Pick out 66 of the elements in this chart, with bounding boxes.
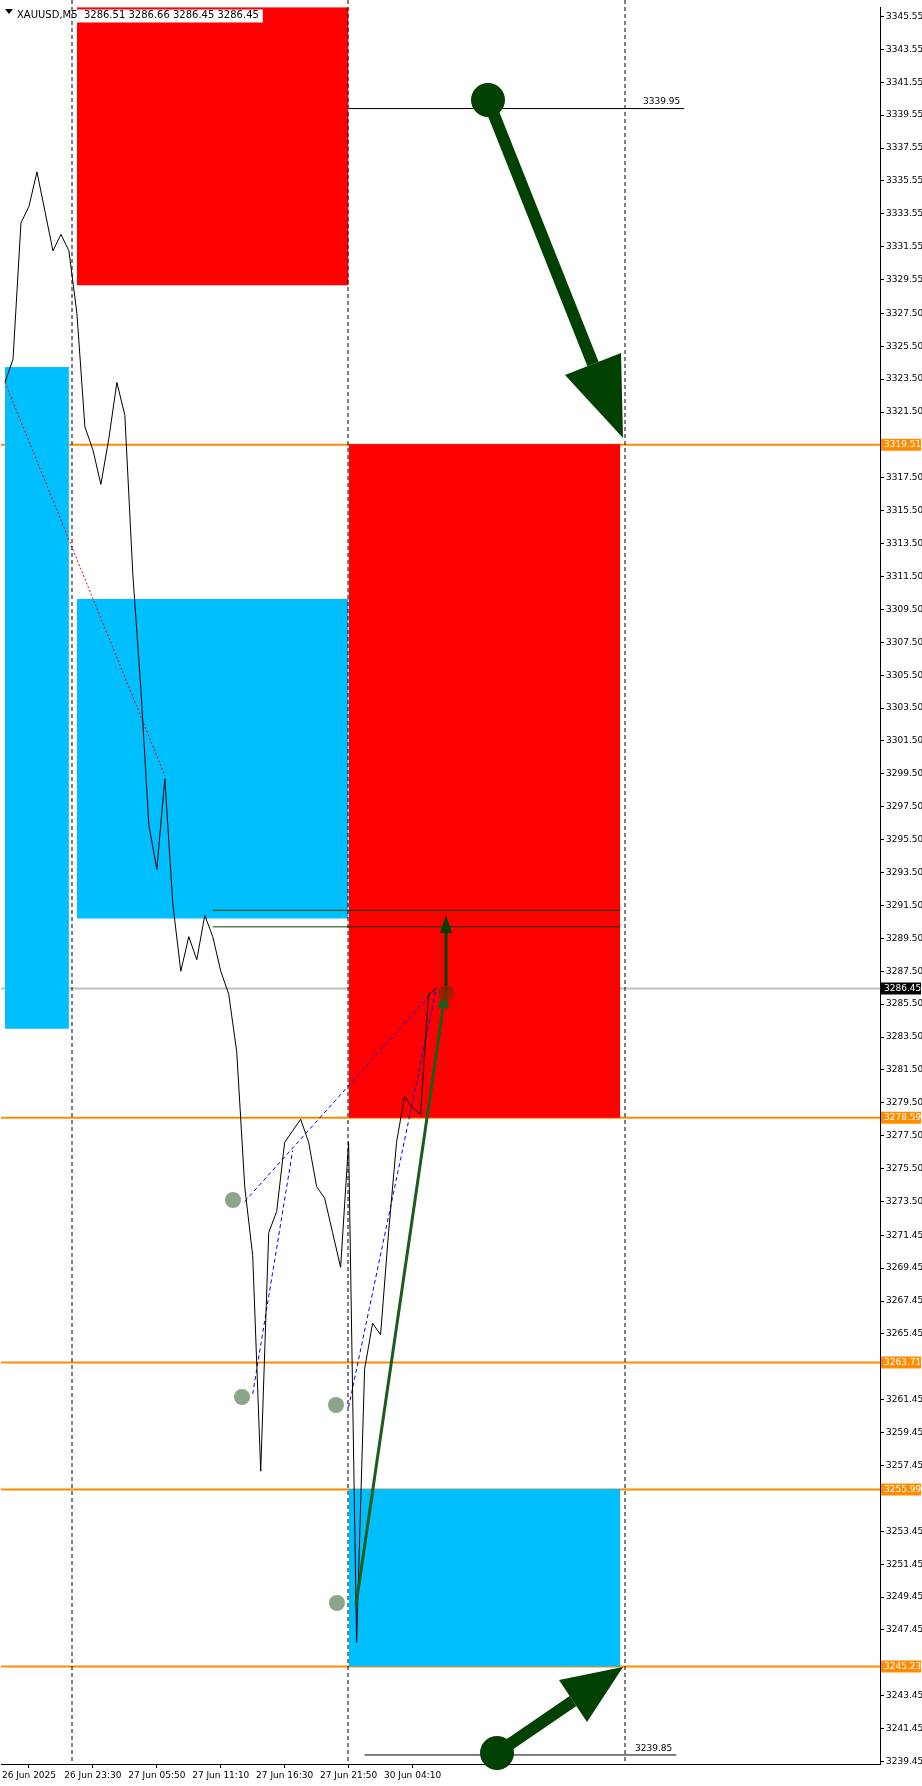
x-tick-label: 26 Jun 23:30: [64, 1769, 122, 1780]
y-tick-label: 3309.50: [886, 603, 922, 614]
x-tick-label: 27 Jun 05:50: [128, 1769, 186, 1780]
y-tick-label: 3329.55: [886, 273, 922, 284]
y-tick-label: 3259.45: [886, 1426, 922, 1437]
y-tick-label: 3271.45: [886, 1229, 922, 1240]
y-tick-label: 3273.50: [886, 1195, 922, 1206]
y-tick-label: 3291.50: [886, 899, 922, 910]
chart-title: XAUUSD,M5 3286.51 3286.66 3286.45 3286.45: [17, 8, 259, 20]
y-tick-label: 3267.45: [886, 1295, 922, 1306]
y-tick-label: 3253.45: [886, 1525, 922, 1536]
y-tick-label: 3239.45: [886, 1755, 922, 1766]
y-tick-label: 3325.50: [886, 340, 922, 351]
y-tick-label: 3261.45: [886, 1394, 922, 1405]
y-tick-label: 3297.50: [886, 801, 922, 812]
y-tick-label: 3341.55: [886, 76, 922, 87]
y-tick-label: 3283.50: [886, 1031, 922, 1042]
y-tick-label: 3333.55: [886, 208, 922, 219]
y-tick-label: 3323.50: [886, 373, 922, 384]
y-tick-label: 3241.45: [886, 1722, 922, 1733]
y-tick-label: 3243.45: [886, 1690, 922, 1701]
y-tick-label: 3307.50: [886, 636, 922, 647]
y-tick-label: 3251.45: [886, 1558, 922, 1569]
ref-line-label: 3286.45: [884, 982, 922, 993]
y-tick-label: 3331.55: [886, 241, 922, 252]
x-tick-label: 27 Jun 16:30: [256, 1769, 314, 1780]
ref-line-label: 3255.99: [884, 1483, 922, 1494]
y-tick-label: 3289.50: [886, 932, 922, 943]
y-tick-label: 3303.50: [886, 702, 922, 713]
y-tick-label: 3281.50: [886, 1064, 922, 1075]
ref-line-label: 3245.23: [884, 1660, 922, 1671]
y-tick-label: 3275.50: [886, 1162, 922, 1173]
y-tick-label: 3287.50: [886, 965, 922, 976]
y-tick-label: 3321.50: [886, 406, 922, 417]
y-tick-label: 3343.55: [886, 43, 922, 54]
y-tick-label: 3313.50: [886, 537, 922, 548]
ref-line-label: 3319.51: [884, 439, 922, 450]
y-tick-label: 3285.50: [886, 998, 922, 1009]
y-tick-label: 3279.50: [886, 1097, 922, 1108]
y-tick-label: 3339.55: [886, 109, 922, 120]
y-tick-label: 3293.50: [886, 866, 922, 877]
x-tick-label: 26 Jun 2025: [1, 1769, 57, 1780]
y-tick-label: 3295.50: [886, 833, 922, 844]
y-tick-label: 3317.50: [886, 472, 922, 483]
annotation: 3239.85: [635, 1742, 673, 1753]
y-tick-label: 3305.50: [886, 669, 922, 680]
ref-line-label: 3278.59: [884, 1112, 922, 1123]
ref-line-label: 3263.71: [884, 1356, 922, 1367]
y-tick-label: 3265.45: [886, 1328, 922, 1339]
y-tick-label: 3311.50: [886, 570, 922, 581]
y-tick-label: 3335.55: [886, 175, 922, 186]
x-tick-label: 27 Jun 11:10: [192, 1769, 250, 1780]
y-tick-label: 3327.50: [886, 307, 922, 318]
y-tick-label: 3269.45: [886, 1262, 922, 1273]
annotation: 3339.95: [643, 96, 681, 107]
y-tick-label: 3257.45: [886, 1459, 922, 1470]
y-tick-label: 3301.50: [886, 735, 922, 746]
y-tick-label: 3337.55: [886, 142, 922, 153]
y-tick-label: 3345.55: [886, 10, 922, 21]
y-tick-label: 3247.45: [886, 1624, 922, 1635]
y-tick-label: 3277.50: [886, 1130, 922, 1141]
y-tick-label: 3315.50: [886, 505, 922, 516]
y-tick-label: 3249.45: [886, 1591, 922, 1602]
x-tick-label: 30 Jun 04:10: [383, 1769, 442, 1780]
x-tick-label: 27 Jun 21:50: [320, 1769, 378, 1780]
y-tick-label: 3299.50: [886, 768, 922, 779]
